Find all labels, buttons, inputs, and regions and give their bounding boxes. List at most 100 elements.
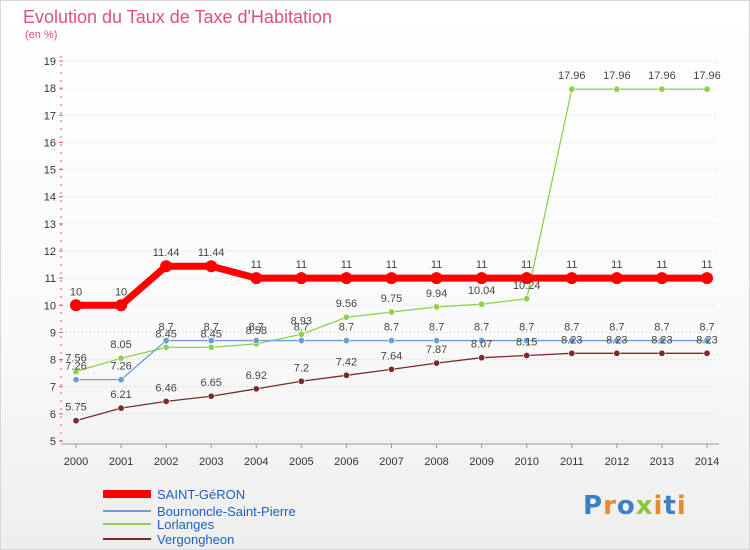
series-layer: [70, 85, 713, 425]
y-tick-label: 11: [45, 273, 56, 285]
data-label: 7.26: [65, 361, 86, 373]
data-label: 6.92: [246, 370, 267, 382]
data-label: 10: [115, 286, 127, 298]
data-label: 7.42: [336, 356, 357, 368]
data-point: [117, 404, 125, 412]
data-point: [252, 385, 260, 393]
data-point: [433, 359, 441, 367]
y-tick-label: 7: [50, 382, 56, 394]
data-label: 8.7: [519, 322, 534, 334]
data-label: 17.96: [558, 70, 586, 82]
data-label: 8.7: [384, 322, 399, 334]
data-label: 17.96: [693, 70, 721, 82]
x-tick-label: 2012: [605, 456, 629, 468]
data-point: [162, 397, 170, 405]
data-point: [205, 260, 218, 273]
data-point: [703, 337, 711, 345]
logo-letter: o: [616, 491, 636, 521]
legend-label: Vergongheon: [157, 532, 234, 547]
data-label: 11: [251, 259, 262, 271]
data-point: [703, 349, 711, 357]
data-point: [207, 337, 215, 345]
data-point: [387, 308, 395, 316]
y-tick-label: 15: [44, 165, 56, 177]
data-label: 8.7: [474, 322, 489, 334]
data-point: [295, 272, 308, 285]
data-label: 9.75: [381, 293, 402, 305]
data-label: 11: [566, 259, 577, 271]
data-label: 7.64: [381, 350, 402, 362]
data-label: 11.44: [153, 247, 180, 259]
data-label: 8.45: [201, 328, 222, 340]
data-label: 8.23: [561, 334, 582, 346]
data-point: [72, 376, 80, 384]
data-point: [610, 272, 623, 285]
data-point: [658, 85, 666, 93]
data-point: [613, 337, 621, 345]
x-tick-label: 2010: [514, 456, 538, 468]
data-point: [433, 303, 441, 311]
logo-letter: r: [603, 491, 617, 521]
data-point: [297, 337, 305, 345]
data-point: [520, 272, 533, 285]
legend-label: Lorlanges: [157, 517, 215, 532]
data-label: 8.7: [339, 322, 354, 334]
logo-letter: i: [653, 491, 664, 521]
data-point: [658, 337, 666, 345]
y-tick-label: 6: [50, 409, 56, 421]
data-point: [207, 343, 215, 351]
data-label: 10: [70, 286, 82, 298]
x-tick-label: 2011: [560, 456, 584, 468]
data-label: 7.87: [426, 344, 447, 356]
chart-title: Evolution du Taux de Taxe d'Habitation: [23, 7, 332, 27]
legend-label: Bournoncle-Saint-Pierre: [157, 504, 296, 519]
data-label: 8.23: [651, 334, 672, 346]
data-label: 11: [656, 259, 667, 271]
data-point: [117, 354, 125, 362]
x-tick-label: 2014: [695, 456, 719, 468]
x-tick-label: 2008: [424, 456, 448, 468]
data-label: 8.93: [291, 315, 312, 327]
data-point: [523, 351, 531, 359]
data-label: 8.7: [294, 322, 309, 334]
legend-label: SAINT-GéRON: [157, 487, 245, 502]
chart-subtitle: (en %): [25, 29, 58, 41]
y-tick-label: 19: [44, 56, 56, 68]
data-label: 8.7: [699, 322, 714, 334]
data-point: [250, 272, 263, 285]
data-point: [342, 371, 350, 379]
data-label: 8.7: [249, 322, 264, 334]
data-label: 6.21: [110, 389, 131, 401]
data-label: 11: [386, 259, 397, 271]
data-point: [568, 85, 576, 93]
data-point: [160, 260, 173, 273]
x-tick-label: 2002: [154, 456, 178, 468]
data-label: 11: [296, 259, 307, 271]
data-point: [568, 337, 576, 345]
data-label: 8.7: [429, 322, 444, 334]
data-label: 11: [611, 259, 622, 271]
y-tick-label: 16: [44, 137, 56, 149]
x-tick-label: 2001: [109, 456, 133, 468]
data-label: 8.23: [606, 334, 627, 346]
data-label: 11.44: [198, 247, 225, 259]
data-point: [162, 337, 170, 345]
x-tick-label: 2005: [289, 456, 313, 468]
y-tick-label: 9: [50, 327, 56, 339]
data-label: 8.58: [246, 325, 267, 337]
data-point: [430, 272, 443, 285]
data-label: 8.15: [516, 337, 537, 349]
data-point: [252, 337, 260, 345]
data-point: [478, 337, 486, 345]
data-label: 8.7: [564, 322, 579, 334]
data-label: 8.05: [110, 339, 131, 351]
data-label: 11: [341, 259, 352, 271]
data-point: [72, 417, 80, 425]
data-label: 6.65: [201, 377, 222, 389]
data-point: [565, 272, 578, 285]
axes-layer: 5 6 7 8 9 10 11 12 13 14 15 16 17 18 19 2000 2001 2002 200…: [44, 56, 719, 468]
y-tick-label: 10: [44, 300, 56, 312]
